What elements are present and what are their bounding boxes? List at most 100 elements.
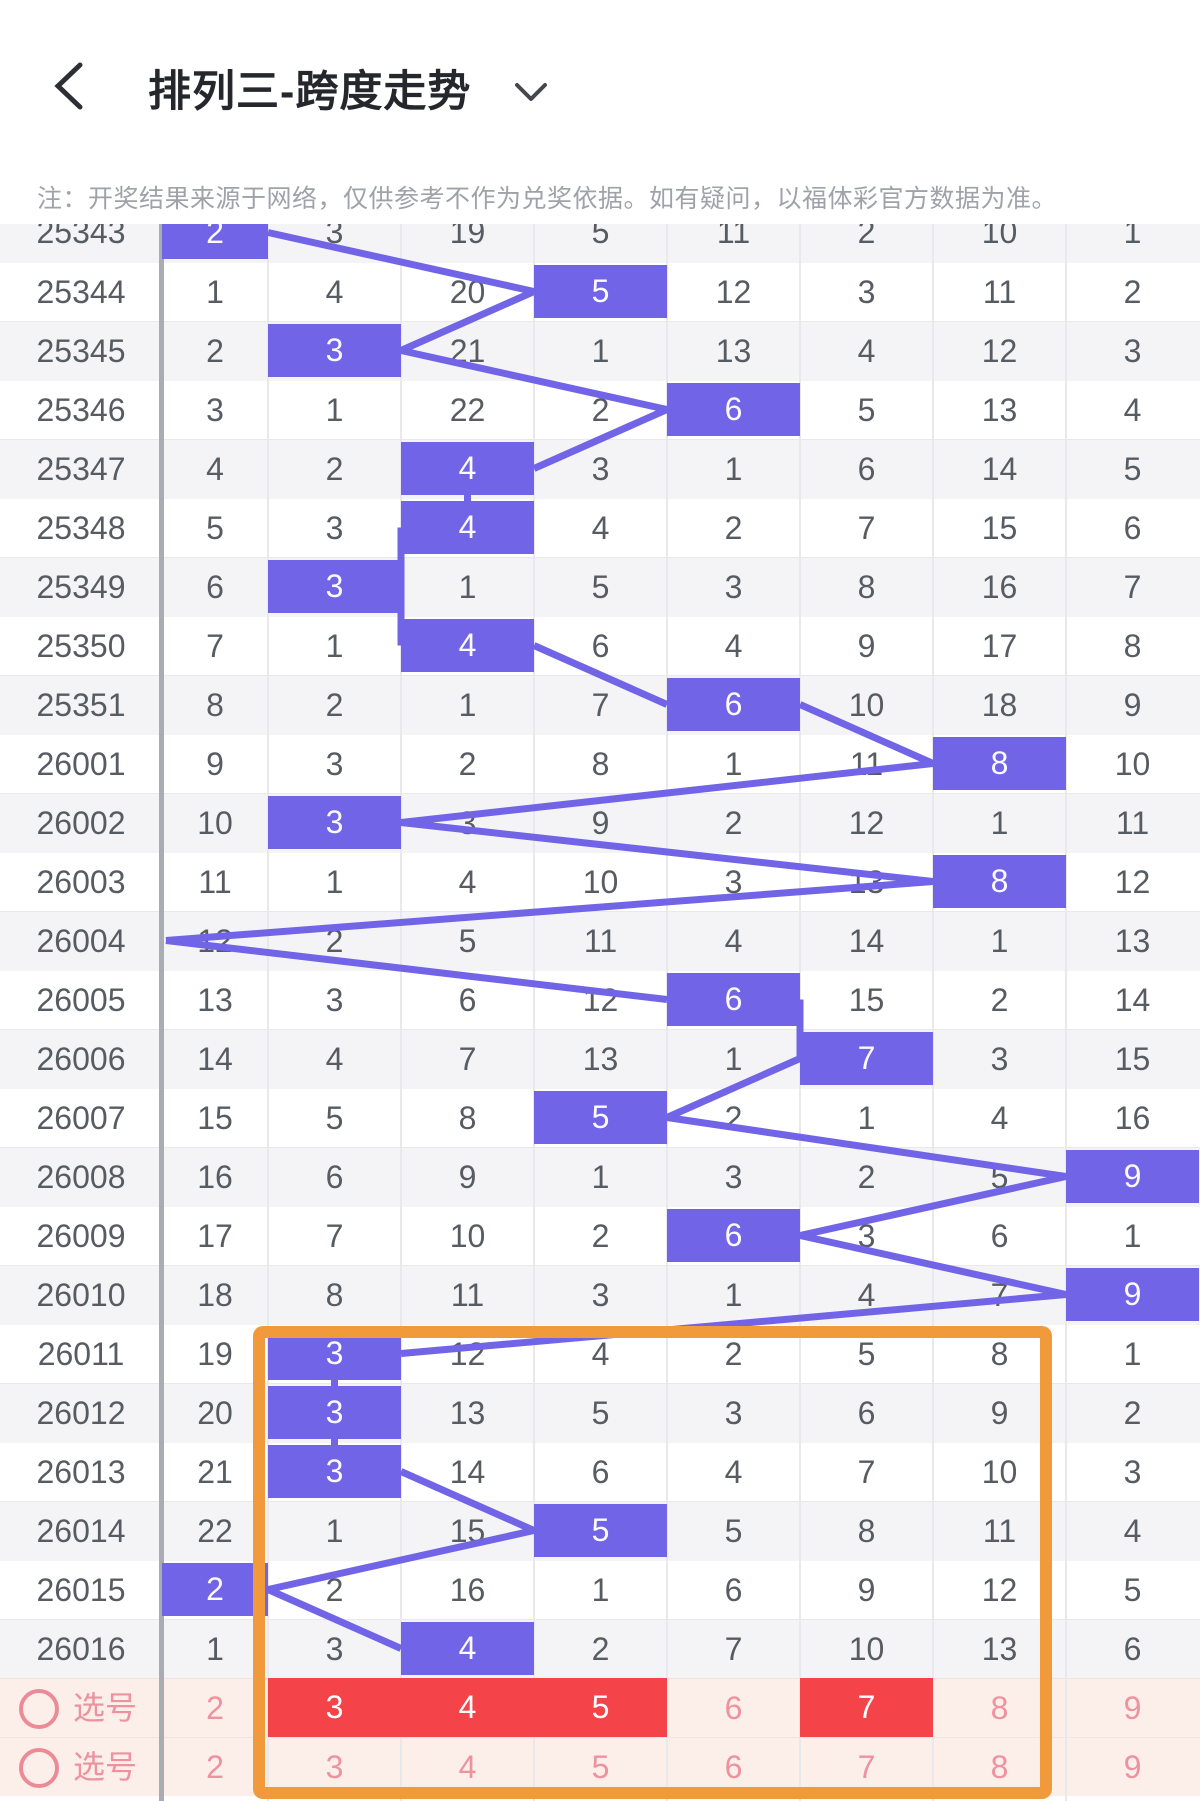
pick-row-header: 选号 [0, 1738, 162, 1797]
trend-line [400, 819, 934, 885]
pick-number-cell[interactable]: 3 [325, 1749, 344, 1785]
miss-count: 3 [591, 451, 610, 487]
miss-count: 1 [591, 1159, 610, 1195]
period-label: 26013 [36, 1454, 126, 1490]
pick-number-cell[interactable]: 9 [1123, 1749, 1142, 1785]
span-hit-cell: 4 [401, 501, 534, 554]
miss-count: 12 [715, 274, 752, 310]
miss-count: 13 [715, 333, 752, 369]
period-label: 25350 [36, 628, 126, 664]
disclaimer-text: 注：开奖结果来源于网络，仅供参考不作为兑奖依据。如有疑问，以福体彩官方数据为准。 [37, 185, 1058, 213]
pick-number-cell[interactable]: 6 [724, 1749, 743, 1785]
period-divider [159, 224, 164, 1801]
table-row: 25350 7 1 6 4 9 17 8 [0, 616, 1200, 675]
miss-count: 7 [325, 1218, 344, 1254]
pick-number-cell[interactable]: 8 [990, 1749, 1009, 1785]
miss-count: 18 [981, 687, 1018, 723]
miss-count: 2 [1123, 1395, 1142, 1431]
miss-count: 1 [724, 1277, 743, 1313]
pick-number-selected[interactable]: 4 [401, 1678, 534, 1737]
miss-count: 12 [449, 1336, 486, 1372]
miss-count: 4 [990, 1100, 1009, 1136]
pick-number-cell[interactable]: 4 [458, 1749, 477, 1785]
period-label: 26011 [37, 1336, 125, 1372]
miss-count: 7 [857, 510, 876, 546]
miss-count: 11 [583, 923, 618, 959]
pick-number-selected[interactable]: 5 [534, 1678, 667, 1737]
miss-count: 4 [591, 510, 610, 546]
miss-count: 13 [449, 1395, 486, 1431]
miss-count: 13 [981, 1631, 1018, 1667]
trend-line [665, 1055, 802, 1121]
radio-circle-icon[interactable] [19, 1748, 59, 1788]
miss-count: 14 [981, 451, 1018, 487]
miss-count: 12 [1114, 864, 1151, 900]
miss-count: 1 [724, 1041, 743, 1077]
period-label: 25344 [36, 274, 126, 310]
miss-count: 2 [1123, 274, 1142, 310]
span-hit-cell: 3 [268, 560, 401, 613]
miss-count: 3 [325, 746, 344, 782]
trend-line [266, 1586, 403, 1652]
trend-line [799, 1232, 1067, 1298]
miss-count: 3 [206, 392, 224, 428]
table-row: 25351 8 2 1 7 10 18 9 [0, 675, 1200, 734]
table-row: 26013 21 14 6 4 7 10 3 [0, 1442, 1200, 1501]
miss-count: 10 [582, 864, 619, 900]
pick-number-cell[interactable]: 2 [206, 1749, 224, 1785]
miss-count: 5 [206, 510, 224, 546]
miss-count: 14 [1114, 982, 1151, 1018]
pick-number-cell[interactable]: 2 [206, 1690, 224, 1726]
miss-count: 10 [981, 1454, 1018, 1490]
period-label: 25349 [36, 569, 126, 605]
miss-count: 16 [981, 569, 1018, 605]
miss-count: 4 [325, 1041, 344, 1077]
miss-count: 1 [1123, 1218, 1142, 1254]
trend-line [165, 937, 668, 1003]
pick-number-cell[interactable]: 8 [990, 1690, 1009, 1726]
miss-count: 12 [981, 1572, 1018, 1608]
column-divider [1065, 224, 1067, 1801]
miss-count: 15 [197, 1100, 233, 1136]
miss-count: 8 [325, 1277, 344, 1313]
miss-count: 1 [724, 451, 743, 487]
miss-count: 20 [197, 1395, 233, 1431]
pick-number-cell[interactable]: 6 [724, 1690, 743, 1726]
trend-line [165, 878, 934, 944]
miss-count: 11 [450, 1277, 485, 1313]
miss-count: 6 [1123, 1631, 1142, 1667]
period-label: 26005 [36, 982, 126, 1018]
miss-count: 11 [716, 224, 751, 250]
period-label: 26009 [36, 1218, 126, 1254]
miss-count: 12 [848, 805, 885, 841]
miss-count: 3 [724, 569, 743, 605]
miss-count: 10 [197, 805, 233, 841]
pick-row-label: 选号 [73, 1749, 138, 1785]
period-label: 25347 [36, 451, 126, 487]
span-hit-cell: 8 [933, 855, 1066, 908]
miss-count: 2 [724, 805, 743, 841]
pick-number-cell[interactable]: 7 [857, 1749, 876, 1785]
span-hit-cell: 5 [534, 1091, 667, 1144]
table-row: 25349 6 1 5 3 8 16 7 [0, 557, 1200, 616]
pick-number-selected[interactable]: 7 [800, 1678, 933, 1737]
pick-number-cell[interactable]: 9 [1123, 1690, 1142, 1726]
trend-line [267, 229, 535, 295]
miss-count: 1 [206, 274, 224, 310]
span-hit-cell: 3 [268, 1445, 401, 1498]
miss-count: 1 [591, 1572, 610, 1608]
miss-count: 14 [197, 1041, 233, 1077]
pick-number-selected[interactable]: 3 [268, 1678, 401, 1737]
title-dropdown[interactable]: 排列三-跨度走势 [148, 58, 549, 118]
miss-count: 21 [197, 1454, 233, 1490]
table-row: 26010 18 8 11 3 1 4 7 [0, 1265, 1200, 1324]
back-icon[interactable] [48, 60, 92, 112]
miss-count: 1 [1123, 224, 1142, 250]
radio-circle-icon[interactable] [19, 1689, 59, 1729]
miss-count: 7 [724, 1631, 743, 1667]
trend-line [799, 1173, 1067, 1239]
miss-count: 2 [724, 1336, 743, 1372]
pick-number-cell[interactable]: 5 [591, 1749, 610, 1785]
miss-count: 1 [325, 628, 344, 664]
miss-count: 1 [325, 392, 344, 428]
